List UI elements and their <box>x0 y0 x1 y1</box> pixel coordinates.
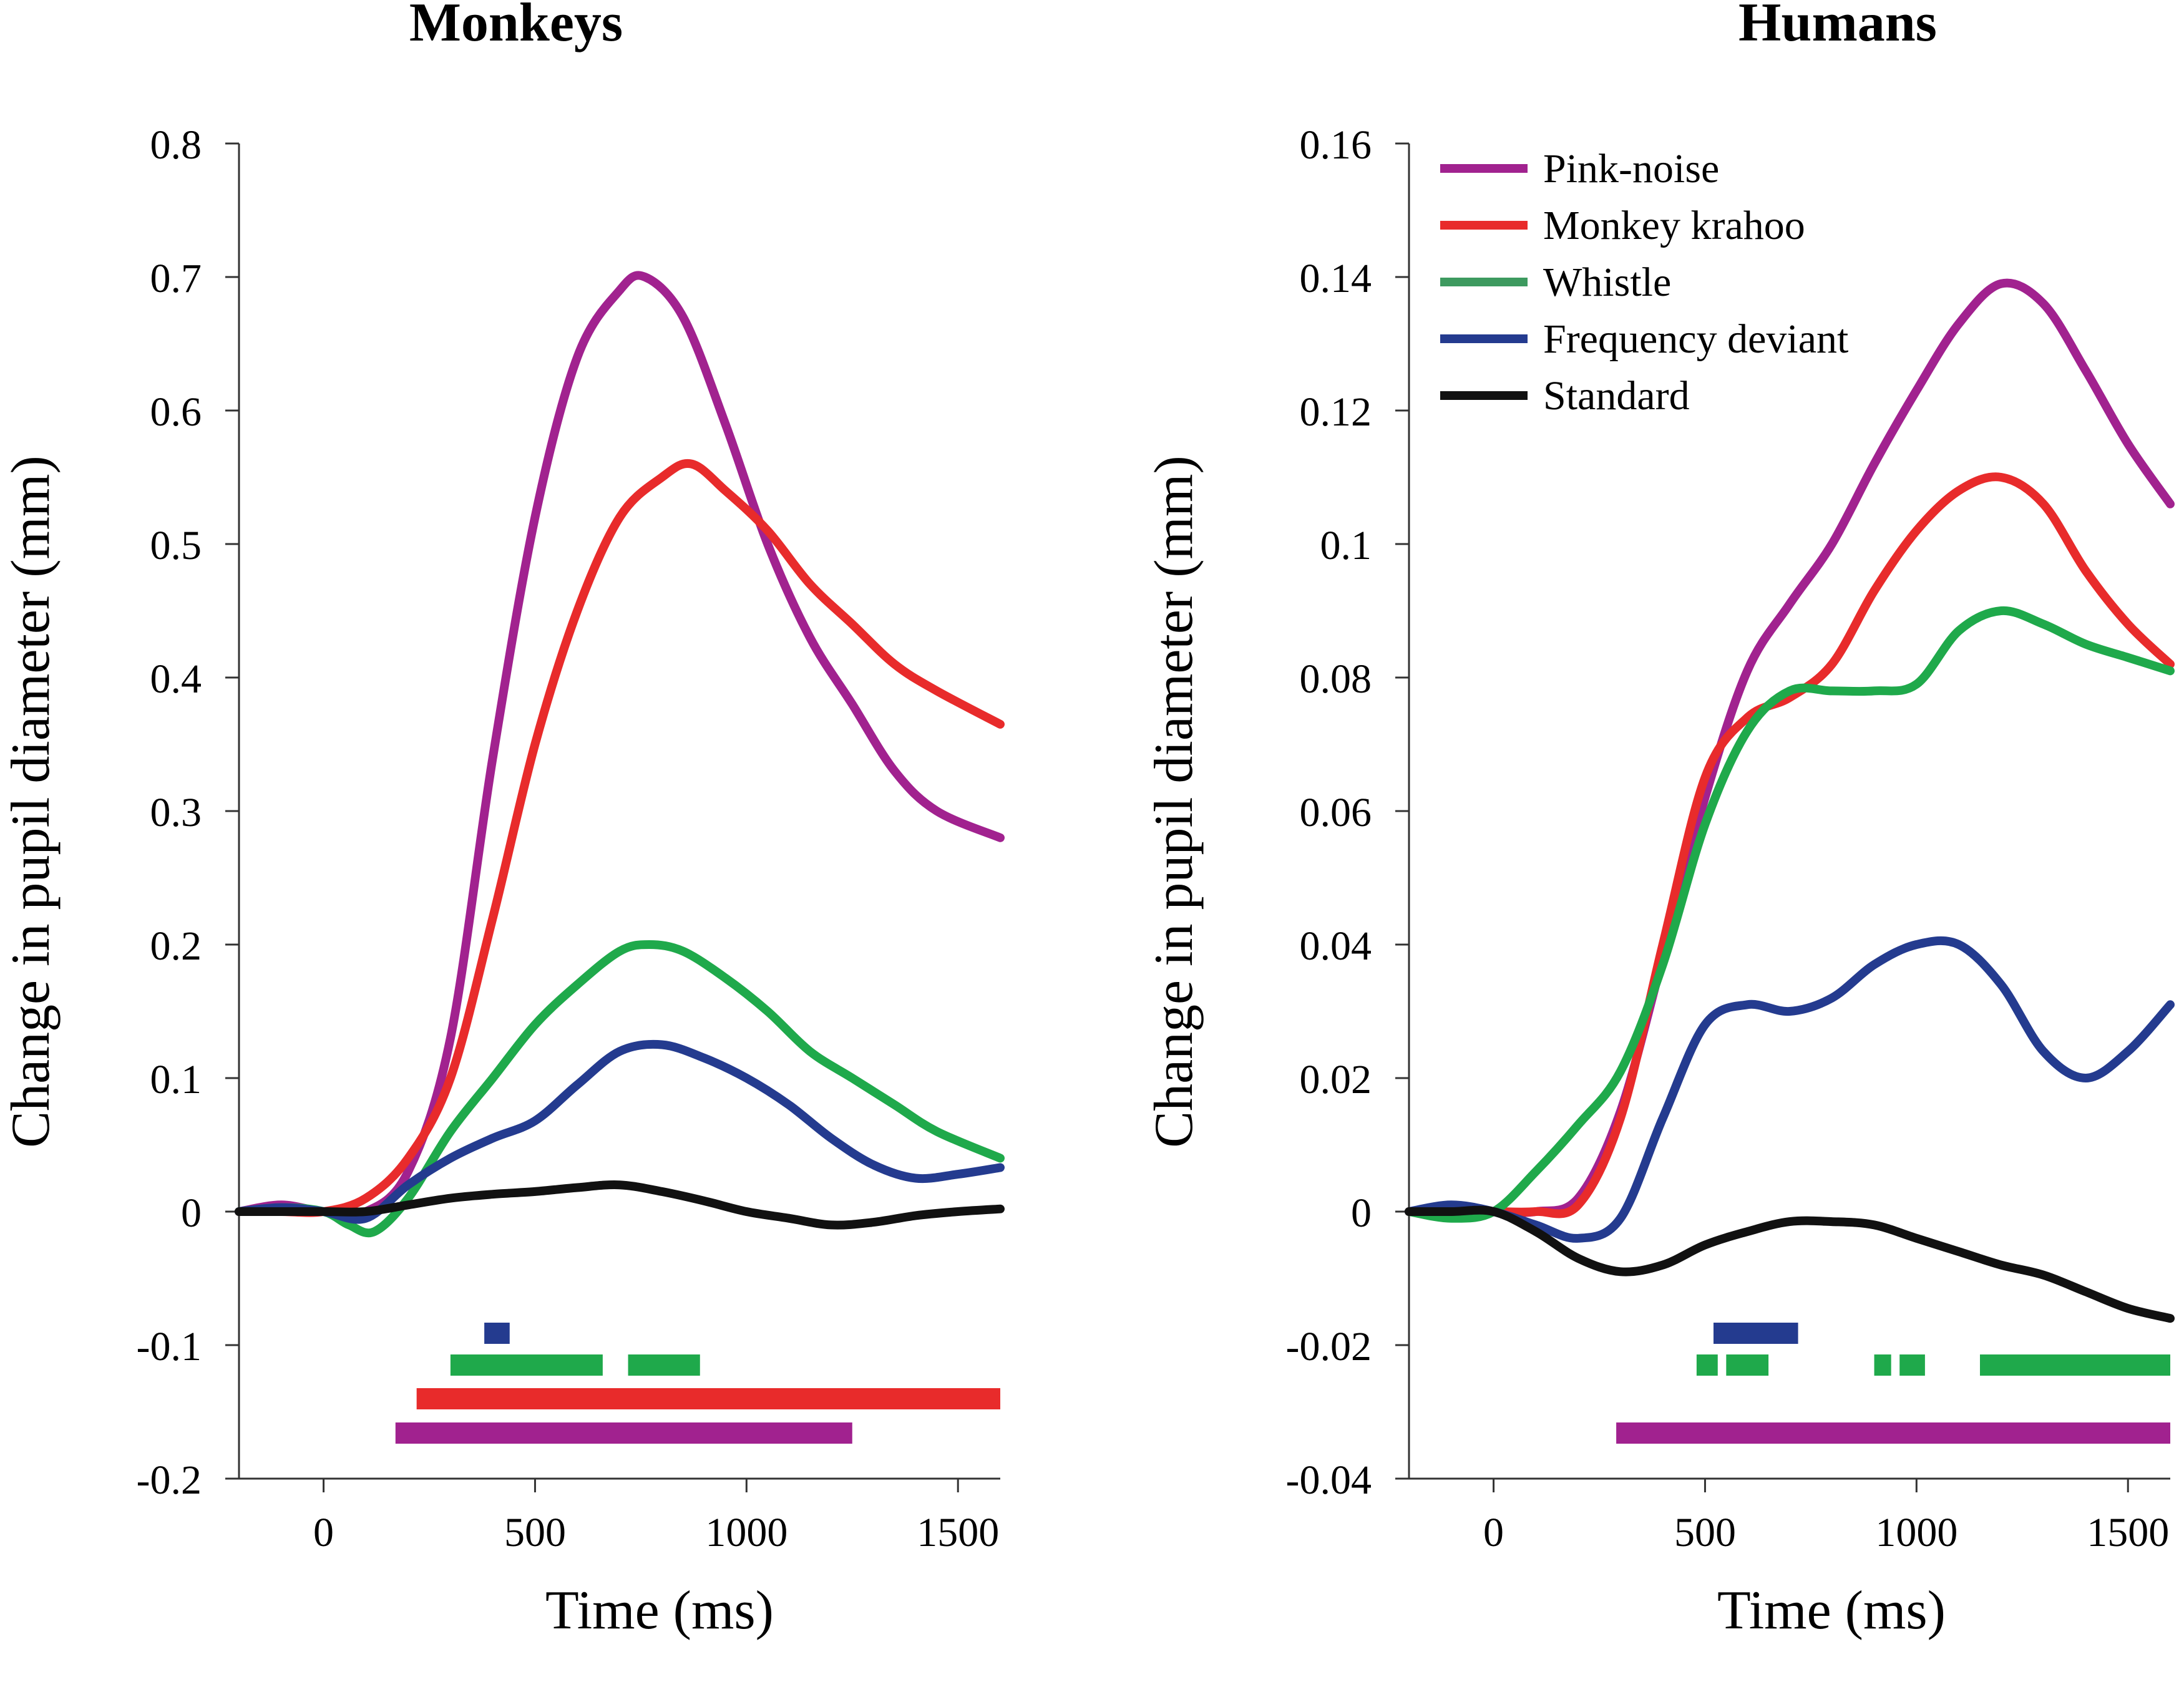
panel-monkeys: Monkeys Change in pupil diameter (mm) Ti… <box>1 0 1005 1641</box>
significance-bar-monkey-krahoo <box>416 1388 1000 1409</box>
y-tick-label: 0.1 <box>150 1057 202 1102</box>
significance-bar-whistle <box>628 1354 700 1376</box>
x-axis-label: Time (ms) <box>545 1580 774 1641</box>
y-tick-label: 0.02 <box>1300 1057 1372 1102</box>
x-tick-label: 0 <box>1483 1510 1504 1555</box>
y-tick-label: 0.4 <box>150 656 202 702</box>
series-line-monkey-krahoo <box>1405 472 2175 1218</box>
y-tick-label: 0.04 <box>1300 923 1372 969</box>
y-axis-label: Change in pupil diameter (mm) <box>1 455 61 1148</box>
series-line-frequency-deviant <box>235 1039 1005 1224</box>
y-tick-label: 0 <box>181 1190 202 1236</box>
x-tick-label: 500 <box>504 1510 566 1555</box>
y-tick-label: -0.2 <box>137 1457 202 1503</box>
y-tick-label: 0.12 <box>1300 389 1372 435</box>
panel-title: Monkeys <box>409 0 623 53</box>
y-tick-label: 0.7 <box>150 256 202 301</box>
legend-label-frequency-deviant: Frequency deviant <box>1543 316 1848 362</box>
x-tick-label: 1000 <box>1875 1510 1957 1555</box>
series-line-standard <box>1405 1205 2175 1323</box>
significance-bar-pink-noise <box>1616 1422 2170 1444</box>
series-line-whistle <box>235 940 1005 1238</box>
legend-label-pink-noise: Pink-noise <box>1543 146 1719 192</box>
y-tick-label: 0.3 <box>150 790 202 835</box>
y-tick-label: 0.08 <box>1300 656 1372 702</box>
significance-bar-whistle <box>1899 1354 1925 1376</box>
panel-title: Humans <box>1738 0 1937 53</box>
y-tick-label: 0.6 <box>150 389 202 435</box>
y-axis-label: Change in pupil diameter (mm) <box>1144 455 1204 1148</box>
y-tick-label: 0.5 <box>150 523 202 568</box>
significance-bar-pink-noise <box>395 1422 852 1444</box>
x-tick-label: 0 <box>313 1510 334 1555</box>
y-tick-label: -0.1 <box>137 1324 202 1369</box>
y-tick-label: 0.2 <box>150 923 202 969</box>
x-tick-label: 500 <box>1674 1510 1736 1555</box>
y-tick-label: 0.8 <box>150 122 202 168</box>
significance-bar-whistle <box>1696 1354 1718 1376</box>
y-tick-label: 0.16 <box>1300 122 1372 168</box>
series-line-standard <box>235 1180 1005 1230</box>
significance-bar-frequency-deviant <box>484 1323 510 1344</box>
legend: Pink-noise Monkey krahoo Whistle Frequency … <box>1440 146 1848 419</box>
significance-bar-whistle <box>1980 1354 2170 1376</box>
y-tick-label: 0.14 <box>1300 256 1372 301</box>
series-line-whistle <box>1405 606 2175 1223</box>
y-tick-label: 0 <box>1351 1190 1372 1236</box>
series-line-pink-noise <box>1405 278 2175 1217</box>
y-tick-label: 0.1 <box>1320 523 1372 568</box>
x-axis-label: Time (ms) <box>1717 1580 1946 1641</box>
series-line-pink-noise <box>235 271 1005 1220</box>
y-tick-label: -0.04 <box>1286 1457 1372 1503</box>
legend-label-standard: Standard <box>1543 373 1690 419</box>
series-line-monkey-krahoo <box>235 459 1005 1217</box>
x-tick-label: 1000 <box>705 1510 787 1555</box>
significance-bar-frequency-deviant <box>1714 1323 1798 1344</box>
significance-bar-whistle <box>1874 1354 1891 1376</box>
legend-label-monkey-krahoo: Monkey krahoo <box>1543 203 1805 248</box>
series-line-frequency-deviant <box>1405 936 2175 1243</box>
significance-bar-whistle <box>450 1354 603 1376</box>
legend-label-whistle: Whistle <box>1543 260 1671 305</box>
x-tick-label: 1500 <box>2087 1510 2169 1555</box>
y-tick-label: 0.06 <box>1300 790 1372 835</box>
significance-bar-whistle <box>1726 1354 1769 1376</box>
y-tick-label: -0.02 <box>1286 1324 1372 1369</box>
panel-humans: Humans Change in pupil diameter (mm) Tim… <box>1144 0 2175 1641</box>
x-tick-label: 1500 <box>917 1510 999 1555</box>
